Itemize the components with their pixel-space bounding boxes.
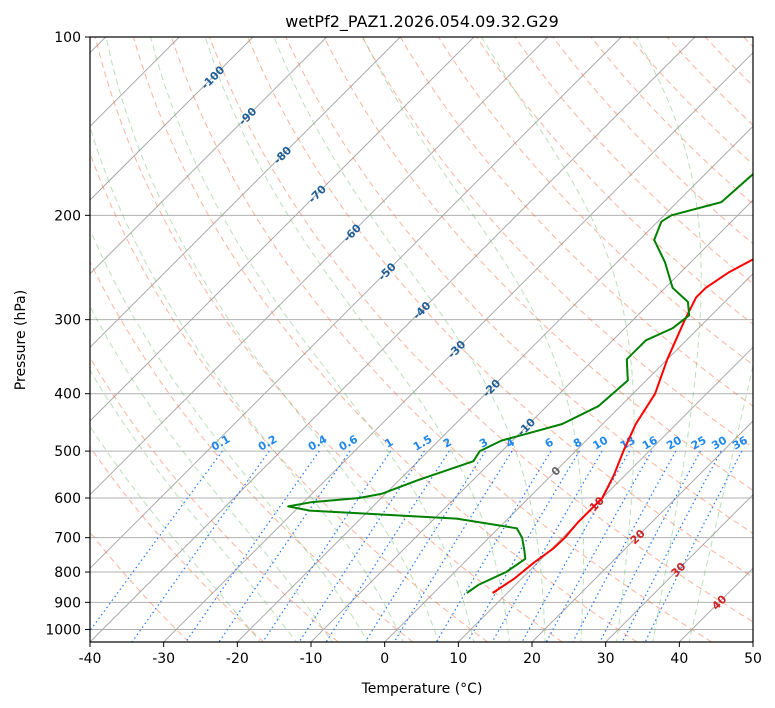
moist-adiabat-line [90,125,404,642]
y-tick-label: 800 [54,565,81,581]
mixing-ratio-line [621,450,722,642]
plot-frame [89,36,754,643]
y-tick-label: 500 [54,444,81,460]
x-tick-label: -40 [79,651,102,667]
isotherm-line [90,37,549,496]
moist-adiabat-line [90,369,298,642]
y-tick-label: 700 [54,531,81,547]
isotherm-line [236,125,753,642]
pressure-grid [90,37,753,630]
y-tick-label: 400 [54,387,81,403]
mixing-ratio-line [218,450,351,642]
isotherm-line [531,420,753,642]
dewpoint-line [287,172,753,594]
y-tick-label: 900 [54,595,81,611]
x-axis-label: Temperature (°C) [361,681,483,697]
moist-adiabat-line [204,37,510,642]
dry-adiabat-line [476,37,753,325]
dry-adiabat-line [323,37,753,491]
mixing-ratio-line [572,450,677,642]
mixing-ratio-line [466,450,580,642]
isotherm-line [457,346,753,642]
mixing-ratio-line [435,450,552,642]
mixing-ratio-line [262,450,392,642]
mixing-ratio-line [298,450,425,642]
isotherm-line [90,37,328,275]
dry-adiabat-line [94,37,563,642]
x-tick-label: -20 [226,651,249,667]
isotherm-line [90,37,475,422]
isotherm-line [90,37,696,642]
temperature-line [492,258,753,594]
dry-adiabat-line [132,37,638,642]
moist-adiabat-line [90,228,369,642]
moist-adiabats [90,37,753,642]
mixing-ratio-line [491,450,603,642]
y-axis: 100 200 300 400 500 600 700 800 900 1000 [45,30,90,638]
y-tick-label: 200 [54,208,81,224]
isotherms [90,37,753,642]
dry-adiabat-line [361,37,753,449]
dry-adiabat-line [628,37,753,166]
dry-adiabat-line [90,260,414,642]
x-tick-label: 50 [744,651,762,667]
dry-adiabat-line [514,37,753,285]
moist-adiabat-line [635,37,702,642]
y-tick-label: 300 [54,313,81,329]
moist-adiabat-line [273,37,546,642]
x-axis: -40 -30 -20 -10 0 10 20 30 40 50 [79,642,762,667]
dry-adiabat-line [90,446,264,642]
x-tick-label: 0 [380,651,389,667]
x-tick-label: -30 [152,651,175,667]
isotherm-line [384,272,753,642]
mixing-ratio-line [545,450,653,642]
y-tick-label: 100 [54,30,81,46]
x-tick-label: 30 [597,651,615,667]
isotherm-line [163,51,753,642]
isotherm-line [90,37,401,349]
isotherm-line [90,37,254,201]
dry-adiabat-line [209,37,753,623]
isotherm-line [90,37,622,570]
mixing-ratio-lines [90,450,743,642]
dry-adiabat-line [399,37,753,407]
moist-adiabat-line [90,305,333,642]
moist-adiabat-line [150,37,475,642]
chart-title: wetPf2_PAZ1.2026.054.09.32.G29 [285,12,559,32]
mixing-ratio-line [599,450,702,642]
isotherm-line [605,493,753,642]
moist-adiabat-line [688,363,753,642]
y-axis-label: Pressure (hPa) [13,290,29,390]
y-tick-label: 600 [54,491,81,507]
mixing-ratio-line [325,450,450,642]
moist-adiabat-line [362,37,585,642]
mixing-ratio-line [90,450,223,632]
profile-series [287,172,753,594]
x-tick-label: -10 [300,651,323,667]
mixing-ratio-line [644,450,743,642]
dry-adiabats [90,37,753,642]
moist-adiabat-line [90,425,261,642]
x-tick-label: 40 [670,651,688,667]
moist-adiabat-line [105,37,440,642]
x-tick-label: 20 [523,651,541,667]
dry-adiabat-line [247,37,753,578]
moist-adiabat-line [481,37,635,642]
y-tick-label: 1000 [45,622,81,638]
x-tick-label: 10 [449,651,467,667]
